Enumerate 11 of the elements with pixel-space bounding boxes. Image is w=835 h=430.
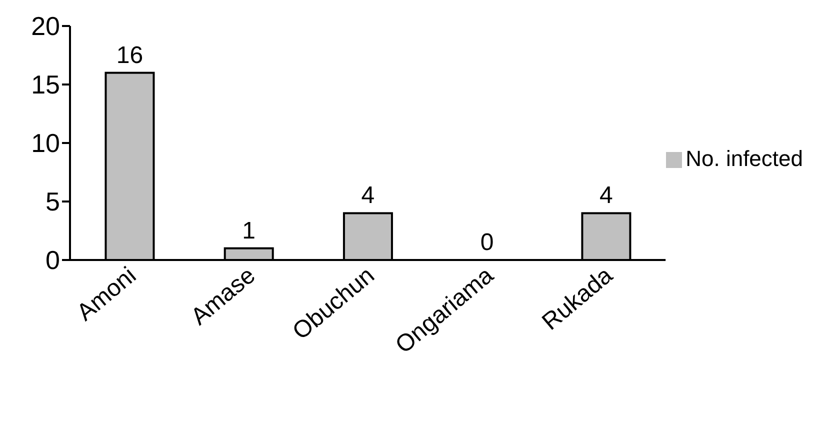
- data-label: 4: [600, 182, 613, 210]
- legend-label: No. infected: [686, 146, 803, 171]
- data-label: 1: [242, 217, 256, 244]
- data-label: 4: [361, 182, 375, 210]
- y-tick-label: 5: [46, 186, 60, 217]
- y-tick-label: 20: [31, 11, 60, 42]
- y-tick-label: 0: [46, 245, 60, 276]
- data-label: 16: [116, 42, 144, 69]
- y-tick-label: 15: [31, 70, 60, 100]
- data-label: 0: [480, 229, 494, 256]
- y-tick-label: 10: [31, 128, 60, 158]
